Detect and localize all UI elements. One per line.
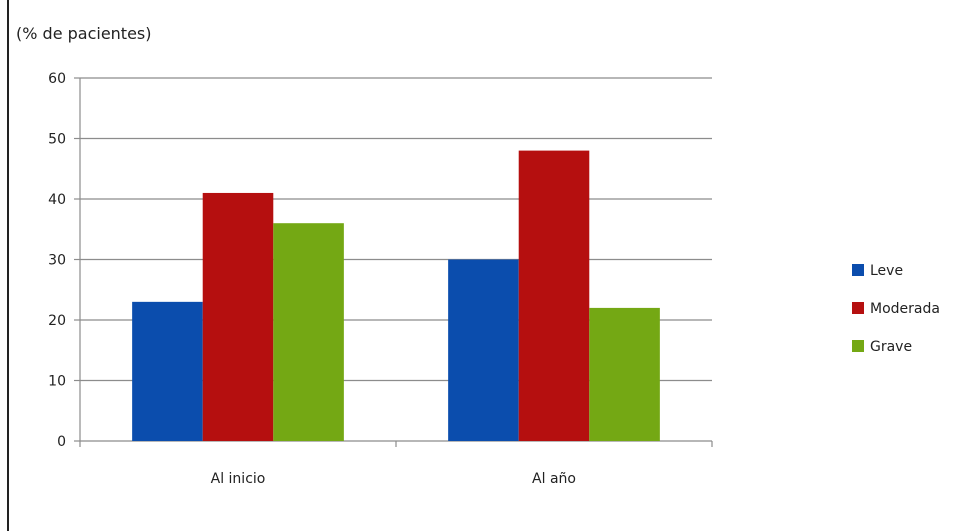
bar-leve-2	[448, 259, 519, 441]
y-axis-label: (% de pacientes)	[16, 24, 152, 43]
left-border-line	[7, 0, 9, 531]
legend-swatch-leve	[852, 264, 864, 276]
y-tick-label: 10	[48, 374, 66, 390]
bar-moderada-2	[518, 150, 590, 441]
y-tick-label: 60	[48, 71, 66, 87]
bar-moderada-1	[202, 192, 274, 441]
x-category-label: Al año	[532, 471, 576, 487]
legend-label-moderada: Moderada	[870, 301, 940, 317]
bar-leve-1	[132, 301, 203, 441]
y-tick-label: 50	[48, 132, 66, 148]
y-tick-label: 0	[57, 434, 66, 450]
x-category-label: Al inicio	[211, 471, 266, 487]
legend-label-grave: Grave	[870, 339, 912, 355]
legend-label-leve: Leve	[870, 263, 903, 279]
legend-swatch-grave	[852, 340, 864, 352]
y-tick-label: 20	[48, 313, 66, 329]
y-tick-label: 30	[48, 253, 66, 269]
y-tick-label: 40	[48, 192, 66, 208]
bar-grave-2	[589, 307, 660, 441]
legend-swatch-moderada	[852, 302, 864, 314]
bar-grave-1	[273, 223, 344, 441]
